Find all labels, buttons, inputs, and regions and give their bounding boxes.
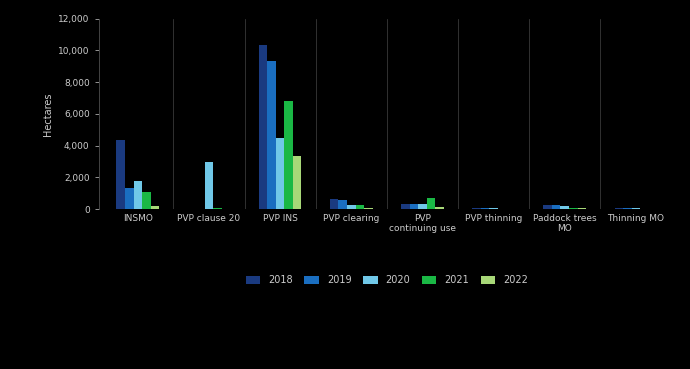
Bar bbox=[481, 208, 489, 209]
Bar bbox=[569, 208, 578, 209]
Bar bbox=[364, 208, 373, 209]
Bar bbox=[284, 101, 293, 209]
Bar bbox=[293, 156, 302, 209]
Bar bbox=[418, 204, 426, 209]
Bar bbox=[259, 45, 267, 209]
Bar bbox=[578, 208, 586, 209]
Legend: 2018, 2019, 2020, 2021, 2022: 2018, 2019, 2020, 2021, 2022 bbox=[242, 271, 532, 289]
Bar bbox=[543, 205, 552, 209]
Bar bbox=[435, 207, 444, 209]
Bar bbox=[330, 199, 339, 209]
Bar bbox=[615, 208, 623, 209]
Bar bbox=[117, 140, 125, 209]
Bar bbox=[339, 200, 347, 209]
Bar bbox=[142, 192, 150, 209]
Bar bbox=[560, 206, 569, 209]
Bar bbox=[347, 206, 355, 209]
Bar bbox=[267, 61, 276, 209]
Bar bbox=[410, 204, 418, 209]
Bar bbox=[623, 208, 631, 209]
Bar bbox=[426, 198, 435, 209]
Bar bbox=[401, 204, 410, 209]
Bar bbox=[355, 206, 364, 209]
Bar bbox=[631, 208, 640, 209]
Bar bbox=[125, 188, 134, 209]
Bar bbox=[276, 138, 284, 209]
Bar bbox=[205, 162, 213, 209]
Bar bbox=[134, 180, 142, 209]
Y-axis label: Hectares: Hectares bbox=[43, 92, 52, 136]
Bar bbox=[472, 208, 481, 209]
Bar bbox=[150, 206, 159, 209]
Bar bbox=[552, 206, 560, 209]
Bar bbox=[213, 208, 221, 209]
Bar bbox=[489, 208, 498, 209]
